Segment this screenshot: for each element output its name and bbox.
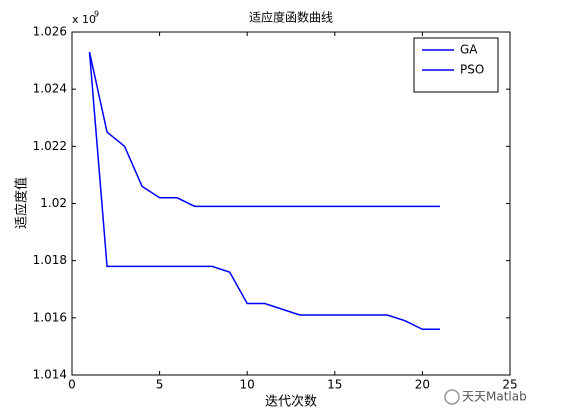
y-multiplier: x 10 [72,13,96,26]
x-axis-label: 迭代次数 [265,394,317,410]
watermark-text: 天天Matlab [462,390,527,404]
y-exponent: 9 [94,10,99,19]
y-axis-label: 适应度值 [14,177,30,229]
watermark: 天天Matlab [444,389,527,405]
y-tick-label: 1.022 [33,139,67,153]
x-tick-label: 25 [502,378,517,392]
y-tick-label: 1.02 [40,196,67,210]
watermark-icon [444,389,460,405]
chart-title: 适应度函数曲线 [249,10,333,25]
legend-box [413,37,499,93]
y-tick-label: 1.014 [33,368,67,382]
y-tick-label: 1.024 [33,82,67,96]
x-tick-label: 20 [415,378,430,392]
data-line [88,51,440,208]
y-tick-label: 1.026 [33,25,67,39]
y-tick-label: 1.018 [33,253,67,267]
legend-label: PSO [460,63,484,77]
x-tick-label: 10 [240,378,255,392]
legend: GA PSO [413,37,499,93]
x-tick-label: 15 [327,378,342,392]
x-tick-label: 0 [68,378,76,392]
data-line [88,51,440,331]
x-tick-label: 5 [156,378,164,392]
y-tick-label: 1.016 [33,310,67,324]
legend-label: GA [460,43,478,57]
